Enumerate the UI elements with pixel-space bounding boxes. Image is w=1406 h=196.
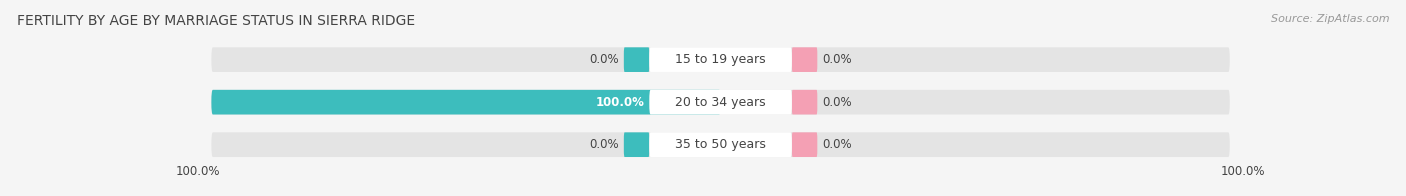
Text: 15 to 19 years: 15 to 19 years	[675, 53, 766, 66]
FancyBboxPatch shape	[792, 132, 817, 157]
FancyBboxPatch shape	[211, 90, 1230, 114]
Text: 0.0%: 0.0%	[589, 138, 619, 151]
FancyBboxPatch shape	[211, 90, 720, 114]
FancyBboxPatch shape	[792, 47, 817, 72]
FancyBboxPatch shape	[624, 47, 650, 72]
Text: 100.0%: 100.0%	[595, 96, 644, 109]
Text: 20 to 34 years: 20 to 34 years	[675, 96, 766, 109]
Text: 0.0%: 0.0%	[823, 53, 852, 66]
FancyBboxPatch shape	[650, 90, 792, 114]
Text: 35 to 50 years: 35 to 50 years	[675, 138, 766, 151]
Text: 0.0%: 0.0%	[823, 138, 852, 151]
Text: 0.0%: 0.0%	[823, 96, 852, 109]
Text: 0.0%: 0.0%	[589, 53, 619, 66]
FancyBboxPatch shape	[792, 90, 817, 114]
FancyBboxPatch shape	[624, 132, 650, 157]
Text: Source: ZipAtlas.com: Source: ZipAtlas.com	[1271, 14, 1389, 24]
Text: 100.0%: 100.0%	[176, 164, 221, 178]
FancyBboxPatch shape	[211, 47, 1230, 72]
Text: FERTILITY BY AGE BY MARRIAGE STATUS IN SIERRA RIDGE: FERTILITY BY AGE BY MARRIAGE STATUS IN S…	[17, 14, 415, 28]
FancyBboxPatch shape	[650, 132, 792, 157]
Text: 100.0%: 100.0%	[1220, 164, 1265, 178]
FancyBboxPatch shape	[211, 132, 1230, 157]
FancyBboxPatch shape	[650, 47, 792, 72]
